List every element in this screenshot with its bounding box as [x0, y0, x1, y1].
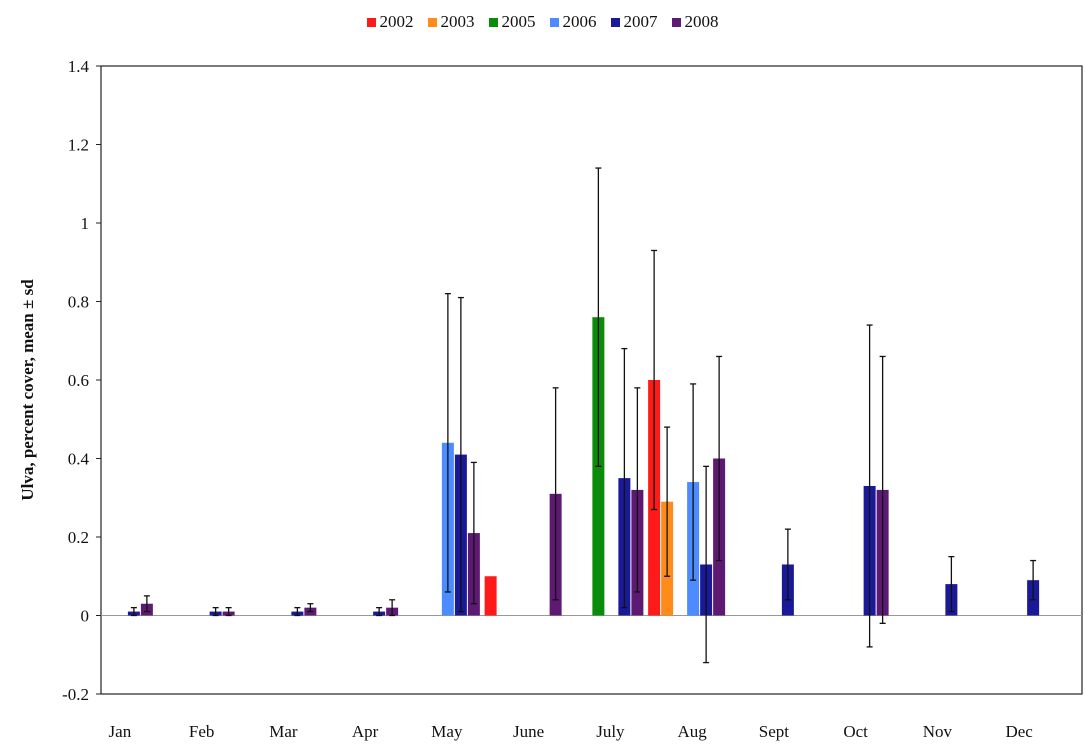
y-tick-label: 0	[81, 607, 90, 626]
x-tick-label: Nov	[923, 722, 953, 741]
y-tick-label: 0.2	[68, 528, 89, 547]
x-tick-label: Mar	[269, 722, 298, 741]
y-tick-label: 1.4	[68, 57, 90, 76]
legend-label: 2006	[562, 12, 597, 31]
legend-item: 2002	[366, 12, 414, 32]
x-tick-label: May	[431, 722, 463, 741]
legend-label: 2008	[684, 12, 719, 31]
legend-item: 2008	[671, 12, 719, 32]
x-tick-label: Aug	[677, 722, 707, 741]
legend-item: 2006	[549, 12, 597, 32]
x-tick-label: Oct	[843, 722, 868, 741]
legend-label: 2003	[440, 12, 475, 31]
legend-swatch	[488, 17, 498, 27]
x-tick-label: Jan	[109, 722, 132, 741]
y-tick-label: 0.8	[68, 293, 89, 312]
legend-item: 2003	[427, 12, 475, 32]
y-tick-label: 1.2	[68, 136, 89, 155]
legend-item: 2005	[488, 12, 536, 32]
x-tick-label: July	[596, 722, 625, 741]
legend-item: 2007	[610, 12, 658, 32]
legend-label: 2005	[501, 12, 536, 31]
legend-swatch	[427, 17, 437, 27]
y-tick-label: -0.2	[62, 685, 89, 704]
y-axis-title: Ulva, percent cover, mean ± sd	[18, 279, 37, 501]
legend-swatch	[671, 17, 681, 27]
y-tick-label: 1	[81, 214, 90, 233]
bar	[484, 576, 497, 616]
plot-frame	[100, 65, 1083, 695]
legend: 2002 2003 2005 2006 2007 2008	[0, 12, 1085, 32]
legend-swatch	[366, 17, 376, 27]
legend-swatch	[610, 17, 620, 27]
y-tick-label: 0.6	[68, 371, 89, 390]
legend-label: 2002	[379, 12, 414, 31]
legend-label: 2007	[623, 12, 658, 31]
x-tick-label: Apr	[352, 722, 379, 741]
x-tick-label: June	[513, 722, 544, 741]
y-tick-label: 0.4	[68, 450, 90, 469]
legend-swatch	[549, 17, 559, 27]
x-tick-label: Feb	[189, 722, 215, 741]
x-tick-label: Dec	[1005, 722, 1033, 741]
x-tick-label: Sept	[759, 722, 790, 741]
